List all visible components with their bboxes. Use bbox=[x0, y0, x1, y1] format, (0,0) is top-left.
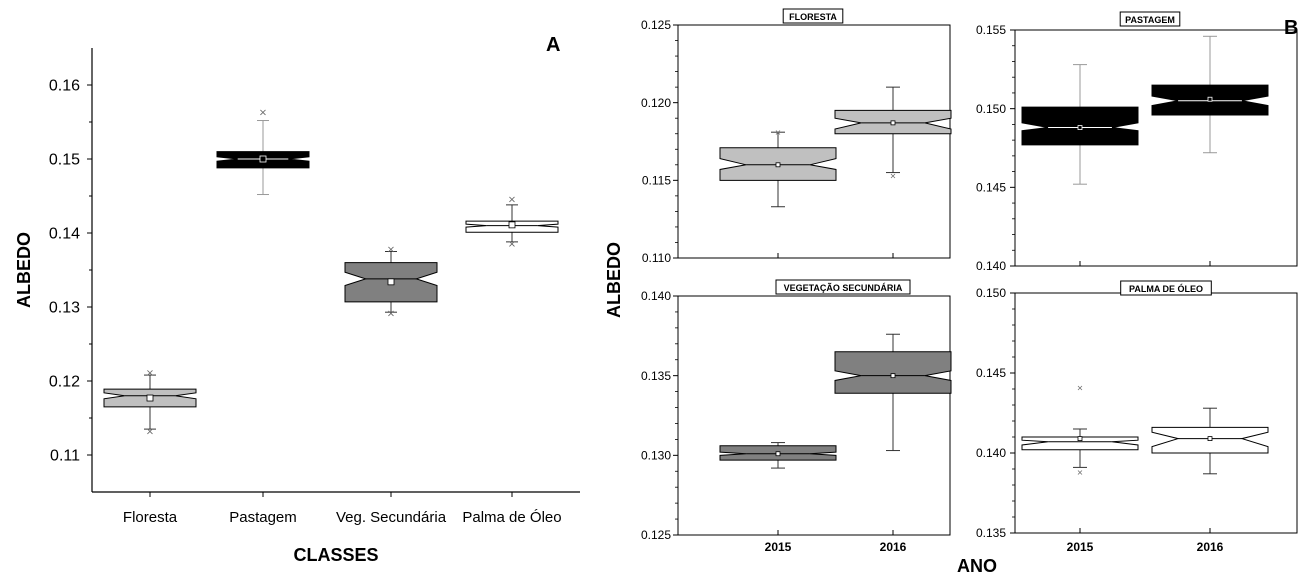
chart-b-vegetacao-xtick-label: 2015 bbox=[765, 540, 792, 554]
chart-a-mean-marker bbox=[508, 221, 516, 229]
chart-b-vegetacao-box-2016 bbox=[834, 351, 952, 394]
chart-a: 0.11 0.12 0.13 0.14 0.15 0.16 Floresta Pastagem… bbox=[49, 48, 580, 526]
chart-a-xtick-label: Pastagem bbox=[229, 509, 297, 526]
chart-b-palma-xtick-label: 2015 bbox=[1067, 540, 1094, 554]
chart-a-xtick-label: Floresta bbox=[123, 509, 178, 526]
chart-b-palma-title-box bbox=[1120, 280, 1212, 296]
chart-b-vegetacao-title: VEGETAÇÃO SECUNDÁRIA bbox=[784, 283, 903, 293]
chart-b-vegetacao-ytick-label: 0.135 bbox=[641, 369, 671, 383]
chart-b-vegetacao-ytick-label: 0.125 bbox=[641, 528, 671, 542]
chart-a-outlier: × bbox=[259, 107, 267, 118]
chart-a-outlier: × bbox=[146, 368, 154, 379]
chart-a-mean-marker bbox=[387, 278, 395, 286]
chart-b-pastagem-ytick-label: 0.140 bbox=[976, 259, 1006, 273]
chart-a-ytick-label: 0.16 bbox=[49, 78, 80, 95]
chart-b-palma-ytick-label: 0.135 bbox=[976, 526, 1006, 540]
panel-a-letter: A bbox=[546, 34, 560, 56]
chart-b-floresta-outlier: × bbox=[775, 128, 782, 137]
chart-b-palma-mean-marker bbox=[1207, 436, 1213, 442]
chart-b-palma-outlier: × bbox=[1077, 468, 1084, 477]
panel-b-letter: B bbox=[1284, 17, 1298, 39]
chart-b-palma-frame bbox=[1014, 292, 1298, 534]
chart-b-palma-ytick-label: 0.140 bbox=[976, 446, 1006, 460]
chart-b-vegetacao-xtick-label: 2016 bbox=[880, 540, 907, 554]
chart-b-palma-xtick-label: 2016 bbox=[1197, 540, 1224, 554]
chart-b-pastagem: 0.140 0.145 0.150 0.155 PASTAGEM bbox=[976, 11, 1298, 273]
chart-b-floresta-ytick-label: 0.110 bbox=[642, 251, 671, 265]
chart-b-pastagem-frame bbox=[1014, 29, 1298, 267]
chart-a-outlier: × bbox=[508, 195, 516, 206]
chart-b-vegetacao-ytick-label: 0.140 bbox=[641, 289, 671, 303]
chart-b-palma-ytick-label: 0.145 bbox=[976, 366, 1006, 380]
chart-b-pastagem-ytick-label: 0.145 bbox=[976, 181, 1006, 195]
chart-a-ytick-label: 0.13 bbox=[49, 300, 80, 317]
chart-b-pastagem-ytick-label: 0.155 bbox=[976, 23, 1006, 37]
chart-a-xtick-label: Veg. Secundária bbox=[336, 509, 447, 526]
chart-b-floresta-title-box bbox=[782, 8, 844, 24]
chart-b-vegetacao-ytick-label: 0.130 bbox=[641, 449, 671, 463]
chart-a-mean-marker bbox=[259, 155, 267, 163]
panel-a-xlabel: CLASSES bbox=[293, 545, 378, 565]
chart-a-xtick-label: Palma de Óleo bbox=[462, 509, 561, 526]
chart-a-ytick-label: 0.11 bbox=[50, 448, 80, 465]
chart-b-palma-outlier: × bbox=[1077, 383, 1084, 392]
panel-a-ylabel: ALBEDO bbox=[14, 232, 34, 308]
chart-b-pastagem-mean-marker bbox=[1077, 125, 1083, 130]
chart-b-floresta-ytick-label: 0.120 bbox=[641, 96, 671, 110]
chart-b-palma-ytick-label: 0.150 bbox=[976, 286, 1006, 300]
chart-b-pastagem-mean-marker bbox=[1207, 96, 1213, 102]
chart-b-floresta: 0.110 0.115 0.120 0.125 FLORESTA × × bbox=[641, 8, 952, 265]
chart-b-floresta-title: FLORESTA bbox=[789, 12, 837, 22]
chart-b-floresta-frame bbox=[677, 24, 951, 259]
chart-b-palma-mean-marker bbox=[1077, 436, 1083, 442]
chart-b-floresta-outlier: × bbox=[890, 172, 897, 181]
chart-b-vegetacao-title-box bbox=[775, 279, 911, 295]
chart-b-vegetacao-frame bbox=[677, 295, 951, 536]
chart-a-outlier: × bbox=[508, 239, 516, 250]
chart-b-floresta-mean-marker bbox=[775, 162, 781, 168]
chart-a-mean-marker bbox=[146, 394, 154, 402]
chart-a-ytick-label: 0.14 bbox=[49, 226, 80, 243]
chart-b-pastagem-ytick-label: 0.150 bbox=[976, 102, 1006, 116]
chart-a-outlier: × bbox=[146, 426, 154, 437]
chart-b-vegetacao-mean-marker bbox=[775, 451, 781, 457]
chart-b-palma: 0.135 0.140 0.145 0.150 2015 2016 PALMA DE ÓLE… bbox=[976, 280, 1298, 554]
chart-b-palma-box-2015 bbox=[1021, 436, 1139, 451]
chart-b-floresta-ytick-label: 0.115 bbox=[642, 174, 671, 188]
chart-a-outlier: × bbox=[387, 244, 395, 255]
panel-b-xlabel: ANO bbox=[957, 556, 997, 575]
chart-b-palma-title: PALMA DE ÓLEO bbox=[1129, 283, 1203, 294]
chart-a-ytick-label: 0.15 bbox=[49, 152, 80, 169]
chart-b-vegetacao-mean-marker bbox=[890, 373, 896, 379]
chart-b-floresta-mean-marker bbox=[890, 120, 896, 126]
chart-a-ytick-label: 0.12 bbox=[49, 374, 80, 391]
chart-b-vegetacao: 0.125 0.130 0.135 0.140 2015 2016 VEGETAÇÃO SE… bbox=[641, 279, 952, 554]
chart-b-floresta-ytick-label: 0.125 bbox=[641, 18, 671, 32]
plot-area: 0.11 0.12 0.13 0.14 0.15 0.16 Floresta Pastagem… bbox=[49, 8, 1298, 554]
panel-b-ylabel: ALBEDO bbox=[604, 242, 624, 318]
chart-b-pastagem-title-box bbox=[1119, 11, 1181, 27]
chart-a-outlier: × bbox=[387, 309, 395, 320]
chart-b-pastagem-title: PASTAGEM bbox=[1125, 15, 1175, 25]
